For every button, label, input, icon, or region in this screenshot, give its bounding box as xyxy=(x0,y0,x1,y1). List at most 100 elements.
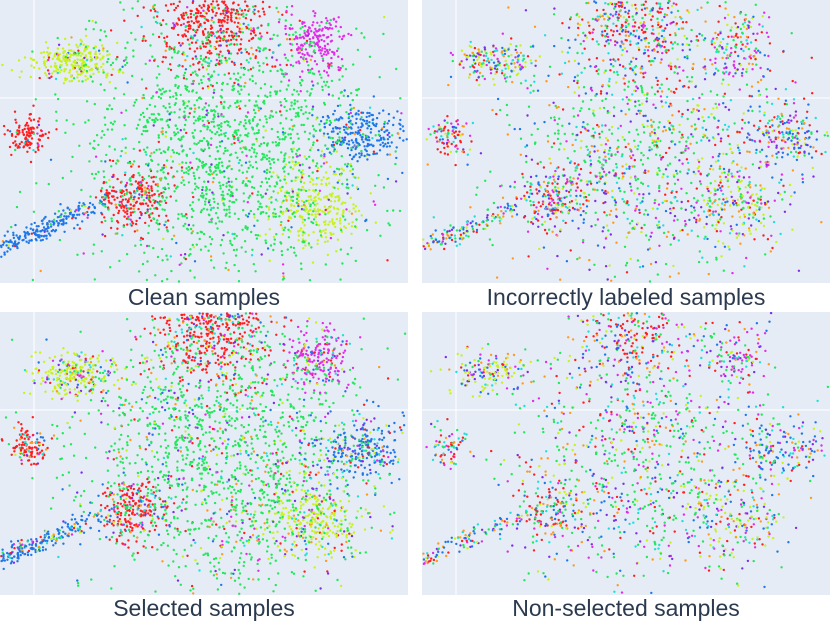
scatter-point xyxy=(745,256,748,260)
scatter-point xyxy=(379,234,382,237)
scatter-point xyxy=(103,216,106,219)
scatter-point xyxy=(169,255,172,258)
scatter-point xyxy=(268,259,271,262)
scatter-point xyxy=(743,234,746,237)
scatter-point xyxy=(611,34,615,37)
scatter-point xyxy=(758,166,761,170)
scatter-point xyxy=(656,26,659,29)
scatter-point xyxy=(722,37,725,41)
scatter-point xyxy=(325,21,328,25)
scatter-point xyxy=(460,49,464,52)
scatter-point xyxy=(446,121,449,125)
scatter-point xyxy=(223,16,226,19)
scatter-point xyxy=(22,133,26,137)
scatter-point xyxy=(96,68,99,71)
scatter-point xyxy=(282,275,285,278)
scatter-point xyxy=(319,154,323,157)
scatter-point xyxy=(751,62,754,66)
scatter-point xyxy=(369,127,373,131)
scatter-point xyxy=(201,116,204,119)
scatter-point xyxy=(328,206,331,209)
scatter-point xyxy=(741,201,744,204)
scatter-point xyxy=(36,126,39,129)
scatter-point xyxy=(775,152,778,155)
scatter-point xyxy=(489,68,492,71)
scatter-point xyxy=(725,70,728,74)
scatter-point xyxy=(93,177,96,180)
scatter-point xyxy=(263,13,266,16)
scatter-point xyxy=(323,153,326,156)
scatter-point xyxy=(269,162,272,166)
scatter-point xyxy=(143,186,147,189)
scatter-point xyxy=(215,31,218,34)
scatter-point xyxy=(45,227,49,230)
scatter-point xyxy=(449,224,452,227)
scatter-point xyxy=(603,44,607,47)
scatter-point xyxy=(559,228,562,231)
scatter-point xyxy=(492,61,496,64)
scatter-point xyxy=(529,59,532,62)
scatter-point xyxy=(388,145,391,148)
scatter-point xyxy=(468,44,471,48)
scatter-point xyxy=(108,159,112,162)
scatter-point xyxy=(354,210,357,213)
scatter-point xyxy=(97,49,101,52)
scatter-point xyxy=(476,52,479,55)
scatter-point xyxy=(374,184,377,187)
scatter-point xyxy=(230,14,233,17)
scatter-point xyxy=(133,101,137,104)
scatter-point xyxy=(181,34,184,37)
scatter-point xyxy=(552,190,555,194)
scatter-point xyxy=(673,41,677,44)
scatter-point xyxy=(279,63,282,67)
scatter-point xyxy=(448,229,451,233)
scatter-point xyxy=(312,36,315,40)
scatter-point xyxy=(135,219,138,223)
scatter-point xyxy=(246,135,249,138)
scatter-point xyxy=(157,228,160,231)
scatter-point xyxy=(170,26,174,30)
scatter-point xyxy=(172,95,175,98)
scatter-point xyxy=(177,33,180,37)
scatter-point xyxy=(301,218,304,221)
scatter-point xyxy=(346,162,350,166)
scatter-point xyxy=(785,121,789,124)
scatter-point xyxy=(10,69,13,72)
scatter-point xyxy=(297,161,300,165)
scatter-point xyxy=(383,130,386,134)
scatter-point xyxy=(129,218,132,221)
scatter-point xyxy=(368,124,371,128)
scatter-point xyxy=(277,144,280,147)
scatter-point xyxy=(312,128,316,131)
scatter-point xyxy=(312,50,315,53)
scatter-point xyxy=(189,252,192,256)
scatter-point xyxy=(212,197,215,200)
scatter-point xyxy=(153,207,156,210)
scatter-point xyxy=(222,115,225,118)
scatter-point xyxy=(323,44,327,48)
scatter-point xyxy=(323,69,326,73)
scatter-point xyxy=(183,71,187,75)
scatter-point xyxy=(545,232,549,235)
scatter-point xyxy=(634,3,637,7)
scatter-point xyxy=(47,232,51,235)
scatter-point xyxy=(116,232,119,235)
scatter-point xyxy=(34,150,37,154)
scatter-point xyxy=(588,58,591,61)
scatter-point xyxy=(324,220,327,223)
scatter-point xyxy=(198,115,201,118)
scatter-point xyxy=(361,111,365,115)
scatter-point xyxy=(24,234,27,238)
scatter-point xyxy=(504,67,507,70)
scatter-point xyxy=(202,9,205,12)
plot-background xyxy=(422,0,830,283)
scatter-point xyxy=(554,186,557,189)
scatter-point xyxy=(258,15,261,18)
scatter-point xyxy=(338,78,341,81)
scatter-point xyxy=(174,76,177,80)
scatter-point xyxy=(620,26,623,29)
scatter-point xyxy=(214,169,217,173)
scatter-point xyxy=(429,234,432,238)
scatter-point xyxy=(16,242,19,246)
scatter-point xyxy=(247,23,250,27)
